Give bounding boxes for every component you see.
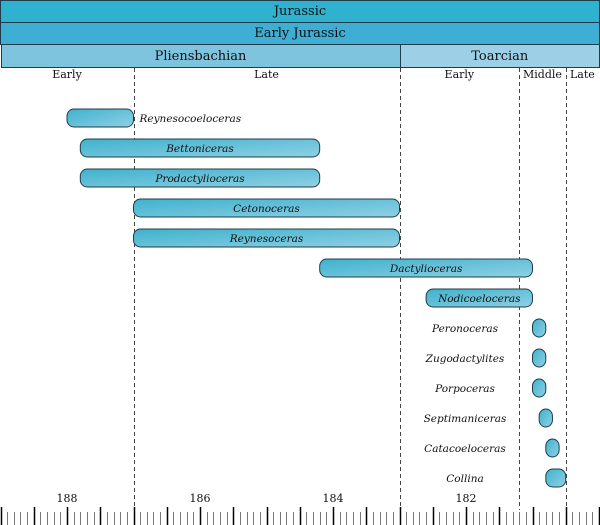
taxon-bar <box>538 408 553 428</box>
axis-tick-label: 184 <box>323 492 344 505</box>
taxon-label: Peronoceras <box>431 323 499 335</box>
epoch-label: Early Jurassic <box>254 26 346 41</box>
taxon-label: Bettoniceras <box>165 143 234 155</box>
taxon-bar <box>545 438 560 458</box>
substage-label: Middle <box>523 68 562 81</box>
taxon-bar <box>425 288 534 308</box>
substage-label: Early <box>52 68 82 81</box>
stage-label: Pliensbachian <box>154 48 247 64</box>
taxon-label: Porpoceras <box>434 383 495 395</box>
stage-band-pliensbachian: Pliensbachian <box>0 44 401 68</box>
taxon-bar <box>133 228 400 248</box>
axis-tick-label: 182 <box>456 492 477 505</box>
substage-label: Early <box>444 68 475 81</box>
taxon-label: Cetonoceras <box>233 203 300 215</box>
taxon-bar <box>532 378 547 398</box>
taxon-bar <box>79 138 321 158</box>
stage-label: Toarcian <box>471 48 529 64</box>
taxon-label: Nodicoeloceras <box>437 293 521 305</box>
taxon-bar <box>133 198 400 218</box>
stage-band-toarcian: Toarcian <box>399 44 600 68</box>
taxon-label: Zugodactylites <box>425 353 505 365</box>
taxon-bar <box>545 468 567 488</box>
taxon-bar <box>66 108 134 128</box>
taxon-bar <box>532 318 547 338</box>
period-label: Jurassic <box>273 4 327 19</box>
taxon-label: Septimaniceras <box>424 413 507 425</box>
taxon-label: Prodactylioceras <box>154 173 245 185</box>
taxon-label: Reynesocoeloceras <box>139 113 242 125</box>
axis-tick-label: 188 <box>57 492 78 505</box>
taxon-label: Dactylioceras <box>389 263 463 275</box>
taxon-label: Reynesoceras <box>229 233 304 245</box>
taxon-bar <box>79 168 321 188</box>
substage-label: Late <box>254 68 279 81</box>
taxon-label: Catacoeloceras <box>424 443 506 455</box>
taxon-label: Collina <box>446 473 483 485</box>
epoch-band: Early Jurassic <box>0 22 600 45</box>
taxon-bar <box>319 258 534 278</box>
taxon-bar <box>532 348 547 368</box>
axis-tick-label: 186 <box>190 492 211 505</box>
substage-label: Late <box>569 68 595 81</box>
